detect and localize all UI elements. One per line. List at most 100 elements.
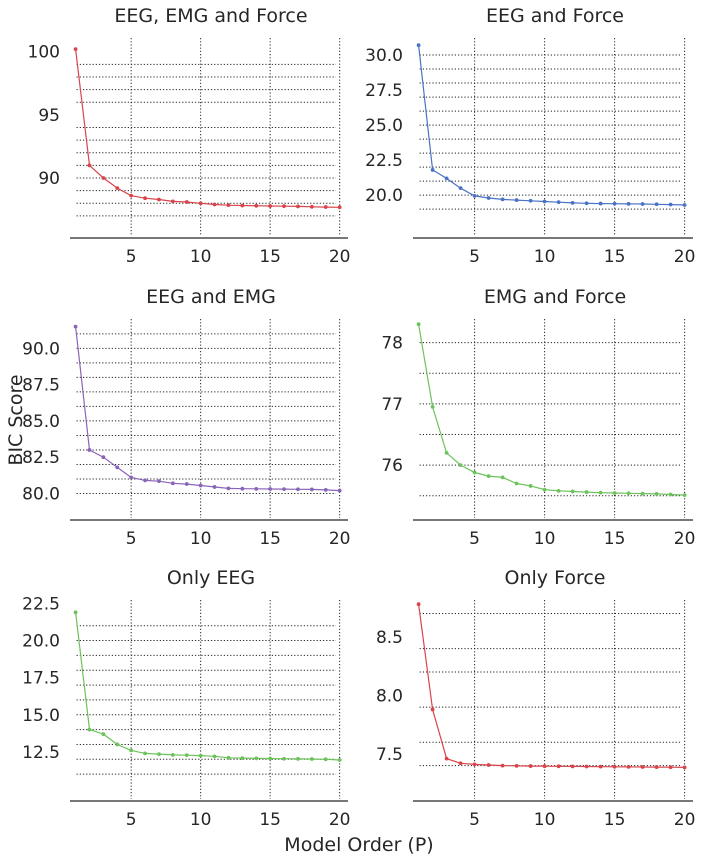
panel-only-eeg-point-2 (87, 727, 92, 732)
panel-only-force-series-line (418, 604, 685, 768)
panel-only-eeg-point-3 (101, 732, 106, 736)
panel-eeg-emg-force-point-7 (157, 197, 161, 202)
panel-only-force-point-19 (668, 765, 673, 770)
panel-emg-force-point-20 (682, 493, 687, 498)
panel-only-eeg-point-13 (240, 756, 245, 761)
panel-eeg-emg-xtick-10: 10 (190, 529, 212, 549)
panel-eeg-emg-point-10 (198, 483, 203, 488)
panel-emg-force-point-11 (556, 488, 561, 493)
panel-eeg-force-point-12 (570, 200, 575, 205)
panel-emg-force-point-14 (598, 490, 603, 495)
panel-only-force-point-11 (556, 764, 561, 769)
panel-only-force-point-14 (598, 764, 603, 769)
panel-eeg-emg-force-point-13 (240, 203, 245, 208)
panel-eeg-emg-force-point-16 (282, 204, 286, 209)
panel-emg-force-title: EMG and Force (484, 286, 626, 308)
panel-only-eeg-xtick-5: 5 (126, 810, 137, 830)
panel-eeg-emg-force-point-5 (129, 193, 134, 198)
panel-eeg-force-point-10 (542, 199, 547, 204)
panel-eeg-force-ytick-27.5: 27.5 (365, 81, 403, 101)
panel-only-eeg-point-20 (337, 758, 342, 762)
panel-only-force-point-13 (584, 764, 589, 769)
panel-eeg-force-point-18 (654, 202, 659, 207)
panel-eeg-emg-ytick-87.5: 87.5 (22, 376, 60, 396)
panel-eeg-emg-point-11 (212, 485, 217, 489)
panel-eeg-force-point-17 (640, 202, 645, 206)
panel-emg-force-point-1 (416, 322, 421, 327)
panel-eeg-emg-force-point-2 (87, 163, 92, 168)
panel-only-eeg-point-18 (309, 757, 314, 761)
panel-only-force-point-18 (654, 765, 659, 770)
panel-eeg-force-point-13 (584, 201, 589, 206)
panel-only-eeg-series-line (75, 612, 340, 761)
panel-emg-force-point-17 (640, 491, 645, 496)
panel-only-force-ytick-8.5: 8.5 (376, 628, 403, 648)
panel-eeg-force-point-14 (598, 201, 603, 206)
panel-only-force-xtick-10: 10 (534, 810, 556, 830)
panel-only-force-point-12 (570, 764, 575, 769)
panel-only-force: Only Force 5 10 15 20 7.5 8.0 8.5 (376, 567, 695, 830)
panel-eeg-force-point-15 (612, 201, 617, 206)
panel-eeg-force-xtick-5: 5 (469, 247, 480, 267)
panel-only-force-point-15 (612, 764, 617, 769)
panel-eeg-force-point-16 (626, 201, 631, 206)
panel-eeg-emg-force: EEG, EMG and Force 5 10 15 20 90 95 100 (28, 5, 351, 267)
shared-xlabel: Model Order (P) (284, 834, 433, 856)
panel-eeg-force-point-7 (500, 197, 505, 202)
panel-eeg-emg-force-xtick-20: 20 (329, 247, 351, 267)
panel-eeg-emg-point-3 (101, 455, 106, 460)
panel-emg-force-xtick-5: 5 (469, 529, 480, 549)
panel-eeg-force-point-2 (430, 168, 435, 172)
panel-eeg-emg-force-xtick-10: 10 (190, 247, 212, 267)
panel-eeg-emg-ytick-90: 90.0 (22, 339, 60, 359)
panel-eeg-force-point-8 (514, 198, 519, 202)
panel-only-force-xtick-5: 5 (469, 810, 480, 830)
panel-eeg-force-point-20 (682, 203, 687, 207)
panel-eeg-emg-force-ytick-95: 95 (38, 106, 60, 126)
panel-only-force-point-3 (444, 756, 449, 761)
panel-eeg-emg-point-4 (115, 465, 120, 470)
panel-emg-force-xtick-10: 10 (534, 529, 556, 549)
panel-eeg-force-ytick-25: 25.0 (365, 116, 403, 136)
panel-eeg-force-point-3 (444, 176, 449, 181)
panel-eeg-emg-force-point-6 (143, 196, 147, 201)
panel-emg-force-xtick-20: 20 (674, 529, 696, 549)
panel-only-eeg-ytick-12.5: 12.5 (22, 743, 60, 763)
panel-eeg-force-ytick-30: 30.0 (365, 46, 403, 66)
panel-emg-force-point-12 (570, 489, 575, 494)
panel-only-eeg-point-15 (268, 756, 273, 761)
panel-only-force-point-6 (486, 763, 491, 767)
panel-eeg-force-series-line (418, 45, 685, 206)
panel-only-force-title: Only Force (505, 567, 606, 589)
panel-eeg-emg-point-5 (129, 475, 134, 480)
panel-only-eeg-point-19 (323, 757, 328, 762)
panel-eeg-emg-force-xtick-5: 5 (126, 247, 137, 267)
panel-eeg-force-point-6 (486, 196, 491, 200)
panel-eeg-emg-ytick-80: 80.0 (22, 484, 60, 504)
panel-eeg-emg-xtick-5: 5 (126, 529, 137, 549)
panel-eeg-emg-point-13 (240, 486, 245, 491)
panel-only-eeg-ytick-15: 15.0 (22, 706, 60, 726)
panel-eeg-emg-force-point-12 (226, 203, 231, 208)
panel-emg-force-ytick-76: 76 (381, 456, 403, 476)
panel-eeg-emg-point-19 (323, 487, 328, 492)
panel-emg-force-point-15 (612, 491, 617, 495)
panel-eeg-emg-point-16 (282, 487, 286, 492)
panel-only-force-point-5 (472, 762, 477, 767)
panel-emg-force-ytick-78: 78 (381, 334, 403, 354)
panel-eeg-emg-point-6 (143, 478, 147, 483)
panel-emg-force-series-line (418, 324, 685, 496)
panel-emg-force-point-9 (528, 484, 533, 488)
shared-ylabel: BIC Score (5, 374, 27, 465)
panel-only-eeg-ytick-22.5: 22.5 (22, 594, 60, 614)
panel-emg-force-point-2 (430, 405, 435, 409)
panel-eeg-emg-ytick-82.5: 82.5 (22, 448, 60, 468)
panel-only-force-point-16 (626, 764, 631, 769)
panel-only-eeg-point-14 (254, 756, 259, 761)
panel-eeg-force-xtick-20: 20 (674, 247, 696, 267)
panel-eeg-emg-force-point-3 (101, 176, 106, 180)
panel-only-force-point-1 (416, 602, 421, 607)
panel-eeg-emg-force-title: EEG, EMG and Force (114, 5, 307, 27)
panel-only-eeg-point-7 (157, 752, 161, 757)
panel-emg-force-point-5 (472, 470, 477, 475)
